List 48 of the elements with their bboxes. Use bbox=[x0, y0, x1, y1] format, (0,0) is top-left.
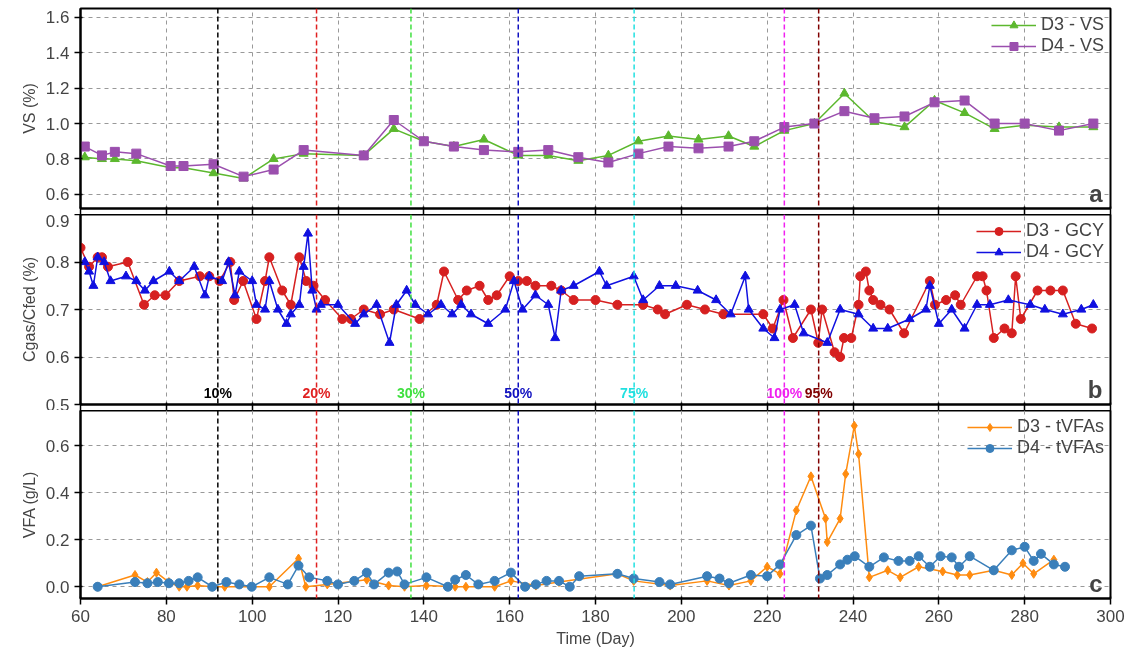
legend-label: D3 - VS bbox=[1040, 14, 1104, 35]
x-tick-label: 60 bbox=[71, 606, 90, 626]
x-tick-label: 280 bbox=[1010, 606, 1039, 626]
y-axis-title: Cgas/Cfed (%) bbox=[20, 257, 38, 362]
legend-label: D3 - tVFAs bbox=[1016, 416, 1104, 437]
annotation: 30% bbox=[396, 384, 426, 401]
x-tick-label: 220 bbox=[752, 606, 782, 626]
legend-label: D4 - tVFAs bbox=[1016, 437, 1104, 458]
annotation: 20% bbox=[302, 384, 332, 401]
annotation: 50% bbox=[504, 384, 533, 401]
x-tick-label: 260 bbox=[924, 606, 954, 626]
annotation: 95% bbox=[804, 384, 834, 401]
x-tick-label: 80 bbox=[156, 606, 176, 626]
annotation: a bbox=[1089, 179, 1104, 207]
x-tick-label: 240 bbox=[838, 606, 868, 626]
annotation: 100% bbox=[766, 384, 803, 401]
y-tick-label: 0.5 bbox=[45, 395, 70, 415]
y-tick-label: 1.4 bbox=[45, 43, 70, 63]
x-tick-label: 300 bbox=[1096, 606, 1125, 626]
annotation: 75% bbox=[620, 384, 649, 401]
y-tick-label: 0.0 bbox=[45, 577, 70, 597]
x-tick-label: 120 bbox=[323, 606, 353, 626]
y-tick-label: 0.8 bbox=[45, 253, 70, 272]
y-tick-label: 1.6 bbox=[45, 8, 70, 28]
x-tick-label: 100 bbox=[237, 606, 267, 626]
x-tick-label: 180 bbox=[581, 606, 610, 626]
y-axis-title: VFA (g/L) bbox=[20, 471, 38, 539]
x-axis-title: Time (Day) bbox=[556, 629, 635, 647]
y-tick-label: 1.2 bbox=[45, 79, 70, 99]
annotation: b bbox=[1087, 375, 1103, 403]
x-tick-label: 200 bbox=[667, 606, 696, 626]
y-axis-title: VS (%) bbox=[20, 83, 38, 134]
legend-label: D4 - VS bbox=[1040, 35, 1104, 56]
y-tick-label: 0.2 bbox=[45, 530, 70, 550]
y-tick-label: 0.8 bbox=[45, 149, 70, 169]
legend-label: D3 - GCY bbox=[1025, 220, 1104, 241]
y-tick-label: 0.7 bbox=[45, 300, 70, 320]
x-tick-label: 140 bbox=[409, 606, 439, 626]
y-tick-label: 0.4 bbox=[45, 483, 70, 503]
y-tick-label: 0.9 bbox=[45, 211, 70, 231]
x-tick-label: 160 bbox=[495, 606, 524, 626]
y-tick-label: 1.0 bbox=[45, 114, 70, 134]
annotation: 10% bbox=[203, 384, 233, 401]
y-tick-label: 0.6 bbox=[45, 185, 70, 205]
y-tick-label: 0.6 bbox=[45, 348, 70, 367]
annotation: c bbox=[1089, 569, 1103, 597]
y-tick-label: 0.6 bbox=[45, 436, 70, 456]
legend-label: D4 - GCY bbox=[1025, 241, 1104, 262]
